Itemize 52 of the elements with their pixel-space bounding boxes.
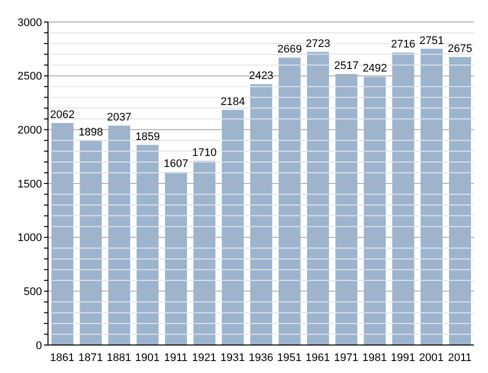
x-tick-label: 1961 [306,352,330,364]
x-tick-label: 1931 [220,352,245,364]
x-tick-label: 1901 [135,352,160,364]
data-label: 2716 [390,38,416,51]
x-tick-label: 1871 [78,352,103,364]
bar [364,76,386,345]
x-tick-label: 1911 [164,352,188,364]
bar [278,58,301,345]
y-tick-label: 500 [24,286,42,298]
bar [335,74,358,345]
data-label: 1859 [135,130,160,143]
data-label: 2723 [306,38,330,50]
data-label: 2037 [106,112,132,124]
x-tick-label: 1951 [277,352,302,364]
data-label: 2669 [277,44,302,56]
y-tick-label: 2500 [18,70,42,83]
data-label: 2492 [362,62,388,75]
bar [51,122,74,345]
bar [80,140,102,345]
data-label: 1710 [192,146,217,159]
x-tick-label: 1971 [334,352,358,364]
data-label: 2184 [220,96,246,108]
data-label: 1898 [78,126,104,139]
bar [136,144,159,345]
bar [420,48,443,345]
data-label: 2751 [419,34,444,47]
bar [165,172,188,345]
x-tick-label: 1991 [390,352,416,364]
data-label: 2423 [248,70,274,82]
bar [222,110,244,345]
bar [449,56,472,345]
x-tick-label: 2001 [419,352,444,364]
y-tick-label: 3000 [18,16,42,29]
bar [392,52,414,345]
bar [307,52,330,345]
bar [108,126,130,345]
x-tick-label: 2011 [448,352,472,364]
x-tick-label: 1981 [362,352,387,364]
data-label: 2675 [448,42,472,55]
data-label: 2062 [50,108,75,121]
x-tick-label: 1861 [50,352,74,364]
y-tick-label: 1500 [18,178,42,190]
data-label: 1607 [164,158,188,170]
data-label: 2517 [334,60,359,72]
y-tick-label: 0 [36,340,42,352]
bar [250,84,272,345]
bar [193,160,216,345]
x-tick-label: 1881 [106,352,132,364]
x-tick-label: 1936 [248,352,274,364]
x-tick-label: 1921 [192,352,216,364]
y-tick-label: 1000 [18,232,42,244]
y-tick-label: 2000 [18,124,42,137]
